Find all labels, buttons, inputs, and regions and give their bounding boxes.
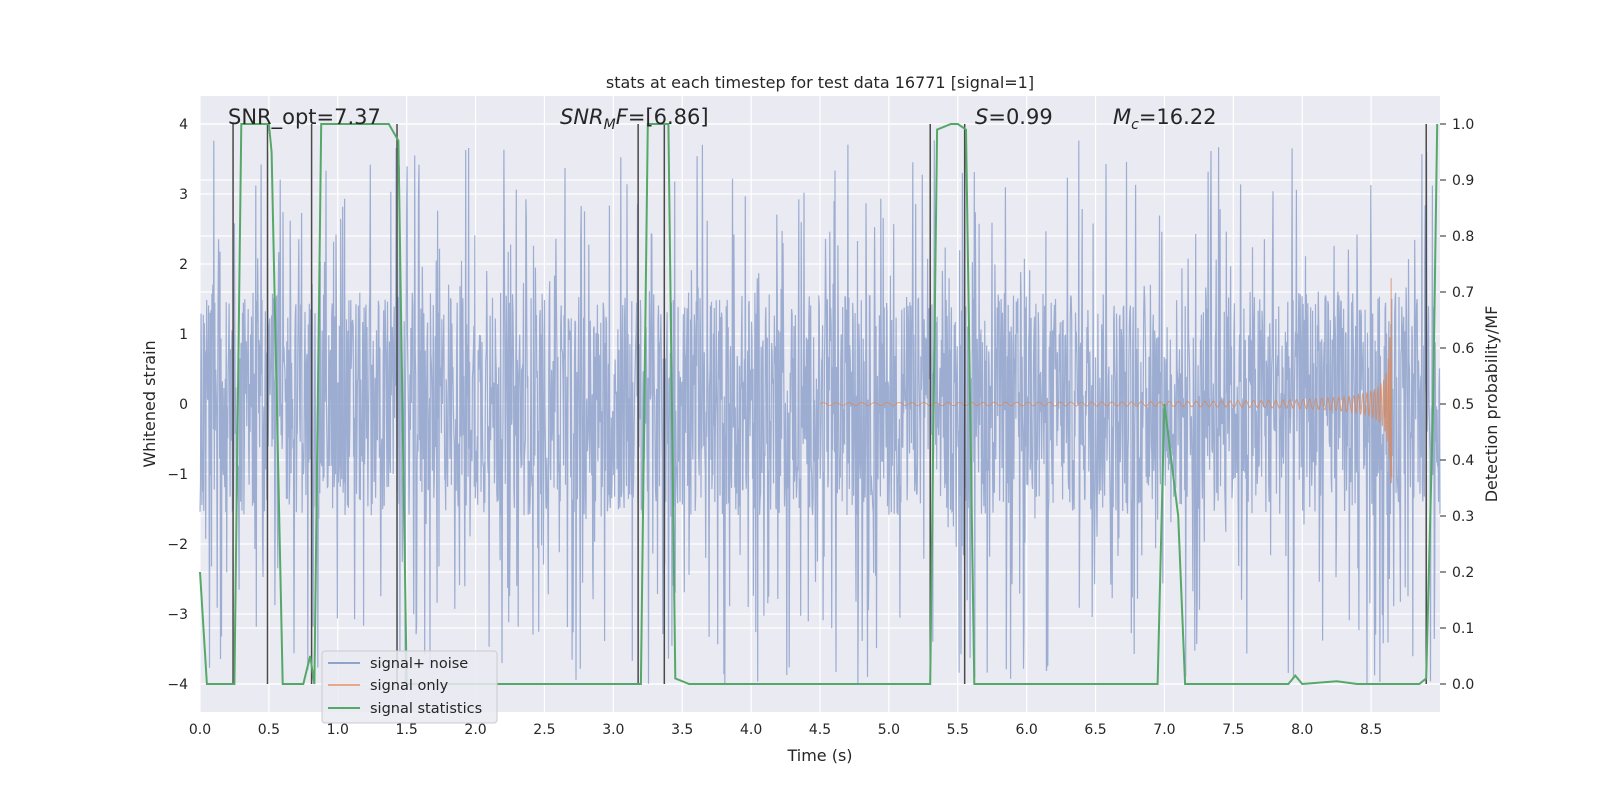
- y-tick-label-left: 0: [179, 397, 188, 413]
- annotation-stat-s: S=0.99: [975, 105, 1053, 129]
- annotation-snr-opt: SNR_opt=7.37: [228, 105, 381, 130]
- y-tick-label-right: 0.5: [1452, 397, 1474, 413]
- annotation-chirp-mass: Mc=16.22: [1113, 105, 1217, 133]
- chart-title: stats at each timestep for test data 167…: [606, 73, 1034, 92]
- y-tick-label-right: 0.8: [1452, 229, 1474, 245]
- y-tick-label-right: 0.2: [1452, 565, 1474, 581]
- x-axis-label: Time (s): [786, 746, 852, 765]
- x-tick-label: 3.0: [602, 722, 624, 738]
- x-tick-label: 7.0: [1153, 722, 1175, 738]
- y-tick-label-right: 0.0: [1452, 677, 1474, 693]
- series-signal-plus-noise: [199, 140, 1441, 684]
- x-tick-label: 7.5: [1222, 722, 1244, 738]
- x-axis-ticks: 0.0 0.5 1.0 1.5 2.0 2.5 3.0 3.5 4.0 4.5 5.0 5.5 6.0 6…: [189, 722, 1382, 738]
- y-tick-label-left: −1: [167, 467, 188, 483]
- y-axis-left-ticks: −4 −3 −2 −1 0 1 2 3 4: [167, 117, 188, 693]
- x-tick-label: 6.5: [1084, 722, 1106, 738]
- y-axis-left-label: Whitened strain: [140, 340, 159, 467]
- y-tick-label-right: 0.9: [1452, 173, 1474, 189]
- signal-plus-noise-line: [199, 140, 1441, 684]
- legend-label-signal-plus-noise: signal+ noise: [370, 656, 468, 672]
- y-tick-label-right: 0.4: [1452, 453, 1474, 469]
- y-tick-label-left: −4: [167, 677, 188, 693]
- signal-statistics-line: [199, 123, 1439, 686]
- y-tick-label-left: 4: [179, 117, 188, 133]
- x-tick-label: 4.5: [809, 722, 831, 738]
- x-tick-label: 0.5: [258, 722, 280, 738]
- signal-only-line: [819, 278, 1393, 484]
- y-tick-label-left: 2: [179, 257, 188, 273]
- x-tick-label: 1.5: [396, 722, 418, 738]
- series-signal-only: [819, 278, 1393, 484]
- y-tick-label-left: −3: [167, 607, 188, 623]
- y-tick-label-right: 0.6: [1452, 341, 1474, 357]
- y-tick-label-right: 0.3: [1452, 509, 1474, 525]
- series-signal-statistics: [199, 123, 1439, 686]
- x-tick-label: 1.0: [327, 722, 349, 738]
- x-tick-label: 3.5: [671, 722, 693, 738]
- legend-label-signal-only: signal only: [370, 678, 449, 694]
- x-tick-label: 8.0: [1291, 722, 1313, 738]
- legend-label-signal-statistics: signal statistics: [370, 701, 482, 717]
- y-tick-label-left: −2: [167, 537, 188, 553]
- x-tick-label: 5.0: [878, 722, 900, 738]
- x-tick-label: 5.5: [947, 722, 969, 738]
- x-tick-label: 8.5: [1360, 722, 1382, 738]
- x-tick-label: 2.0: [464, 722, 486, 738]
- annotation-snr-mf: SNRMF=[6.86]: [560, 105, 709, 133]
- y-tick-label-right: 0.1: [1452, 621, 1474, 637]
- vertical-markers: [232, 124, 1427, 684]
- y-axis-right-label: Detection probability/MF: [1482, 306, 1501, 503]
- x-tick-label: 4.0: [740, 722, 762, 738]
- legend: signal+ noise signal only signal statist…: [321, 650, 498, 724]
- y-tick-label-right: 0.7: [1452, 285, 1474, 301]
- x-tick-label: 0.0: [189, 722, 211, 738]
- y-tick-label-left: 3: [179, 187, 188, 203]
- legend-box: [321, 650, 498, 724]
- y-tick-label-left: 1: [179, 327, 188, 343]
- x-tick-label: 2.5: [533, 722, 555, 738]
- y-axis-right-ticks: 0.0 0.1 0.2 0.3 0.4 0.5 0.6 0.7 0.8 0.9 1.0: [1440, 117, 1474, 693]
- y-tick-label-right: 1.0: [1452, 117, 1474, 133]
- x-tick-label: 6.0: [1016, 722, 1038, 738]
